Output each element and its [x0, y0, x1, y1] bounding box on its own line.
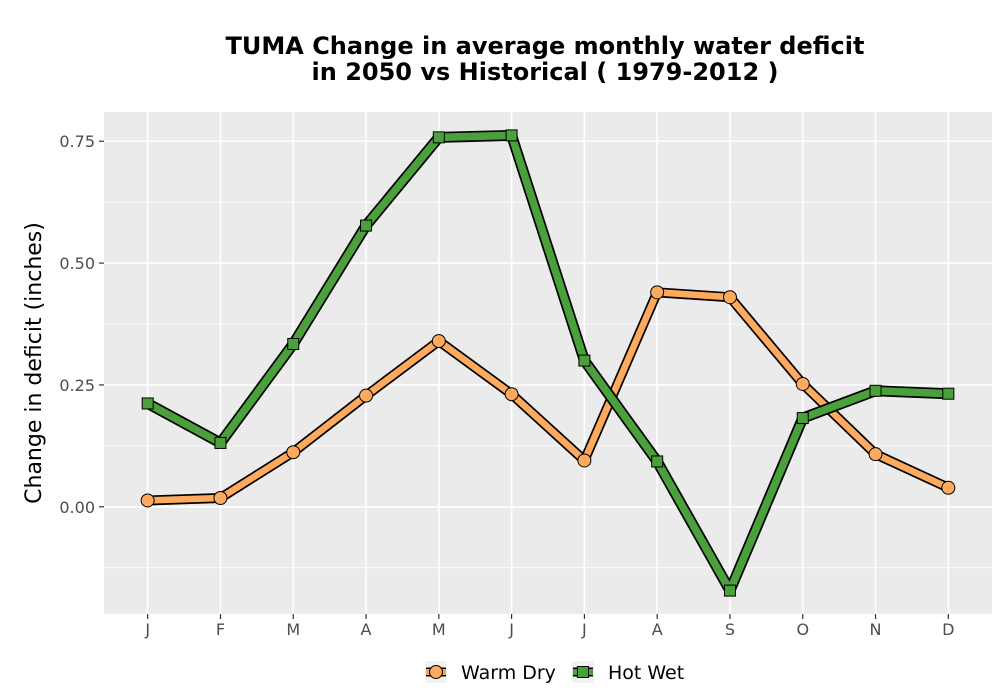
- data-point: [213, 491, 228, 506]
- chart-title-line-2: in 2050 vs Historical ( 1979-2012 ): [312, 58, 779, 86]
- y-axis: 0.00 0.25 0.50 0.75: [59, 132, 104, 517]
- x-tick-label: F: [216, 620, 225, 639]
- x-tick-label: S: [725, 620, 735, 639]
- grid-major: [104, 112, 992, 614]
- x-tick-label: M: [432, 620, 446, 639]
- x-tick-label: M: [286, 620, 300, 639]
- series-warm-dry: [140, 285, 956, 508]
- data-point: [140, 493, 155, 508]
- series-hot-wet: [141, 129, 955, 597]
- data-point: [286, 445, 301, 460]
- data-point: [941, 480, 956, 495]
- grid-minor: [104, 201, 992, 569]
- chart-title-line-1: TUMA Change in average monthly water def…: [226, 32, 865, 60]
- data-point: [723, 584, 736, 597]
- data-point: [359, 388, 374, 403]
- legend-item: Hot Wet: [571, 661, 684, 684]
- x-tick-label: N: [870, 620, 882, 639]
- y-tick-label: 0.25: [59, 376, 95, 395]
- data-point: [214, 436, 227, 449]
- x-tick-label: A: [652, 620, 663, 639]
- x-tick-label: D: [942, 620, 954, 639]
- chart-title: TUMA Change in average monthly water def…: [226, 32, 865, 86]
- data-point: [869, 384, 882, 397]
- data-point: [722, 290, 737, 305]
- legend-label: Hot Wet: [608, 662, 684, 684]
- legend: Warm Dry Hot Wet: [425, 661, 684, 684]
- x-tick-label: J: [144, 620, 150, 639]
- data-point: [868, 447, 883, 462]
- data-point: [431, 334, 446, 349]
- data-point: [141, 397, 154, 410]
- x-tick-label: J: [581, 620, 587, 639]
- y-tick-label: 0.50: [59, 254, 95, 273]
- data-point: [360, 219, 373, 232]
- data-point: [650, 285, 665, 300]
- series-layer: [140, 129, 956, 597]
- data-point: [287, 337, 300, 350]
- legend-key-marker: [429, 665, 443, 679]
- legend-item: Warm Dry: [425, 661, 556, 684]
- x-tick-label: J: [508, 620, 514, 639]
- data-point: [505, 129, 518, 142]
- data-point: [577, 453, 592, 468]
- series-line: [144, 289, 952, 504]
- series-line: [143, 131, 953, 595]
- data-point: [942, 387, 955, 400]
- data-point: [796, 412, 809, 425]
- data-point: [651, 455, 664, 468]
- plot-panel: [104, 112, 992, 614]
- x-tick-label: A: [361, 620, 372, 639]
- x-tick-label: O: [796, 620, 809, 639]
- data-point: [504, 387, 519, 402]
- y-tick-label: 0.75: [59, 132, 95, 151]
- data-point: [432, 131, 445, 144]
- data-point: [795, 376, 810, 391]
- data-point: [578, 354, 591, 367]
- legend-label: Warm Dry: [461, 662, 556, 684]
- y-tick-label: 0.00: [59, 498, 95, 517]
- y-axis-title: Change in deficit (inches): [22, 222, 47, 504]
- legend-key-marker: [576, 666, 589, 678]
